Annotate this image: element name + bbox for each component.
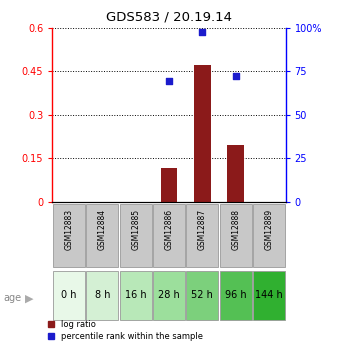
Point: [166, 78, 172, 83]
Text: 28 h: 28 h: [158, 290, 180, 300]
Bar: [186, 204, 218, 267]
Bar: [53, 204, 85, 267]
Text: 0 h: 0 h: [61, 290, 77, 300]
Text: 52 h: 52 h: [191, 290, 213, 300]
Point: [233, 73, 238, 79]
Text: GSM12889: GSM12889: [264, 209, 273, 250]
Bar: [87, 271, 118, 321]
Text: GDS583 / 20.19.14: GDS583 / 20.19.14: [106, 10, 232, 23]
Text: ▶: ▶: [25, 294, 33, 304]
Text: GSM12883: GSM12883: [65, 209, 74, 250]
Text: 144 h: 144 h: [255, 290, 283, 300]
Text: GSM12887: GSM12887: [198, 209, 207, 250]
Text: GSM12885: GSM12885: [131, 209, 140, 250]
Text: GSM12884: GSM12884: [98, 209, 107, 250]
Bar: [87, 204, 118, 267]
Bar: [120, 271, 152, 321]
Text: GSM12886: GSM12886: [165, 209, 173, 250]
Bar: [53, 271, 85, 321]
Bar: [253, 271, 285, 321]
Bar: [120, 204, 152, 267]
Text: 96 h: 96 h: [225, 290, 246, 300]
Text: age: age: [3, 294, 22, 303]
Bar: [227, 145, 244, 202]
Text: 16 h: 16 h: [125, 290, 146, 300]
Bar: [153, 204, 185, 267]
Legend: log ratio, percentile rank within the sample: log ratio, percentile rank within the sa…: [48, 321, 203, 341]
Text: 8 h: 8 h: [95, 290, 110, 300]
Bar: [153, 271, 185, 321]
Bar: [220, 204, 251, 267]
Bar: [220, 271, 251, 321]
Point: [200, 29, 205, 35]
Bar: [161, 168, 177, 202]
Text: GSM12888: GSM12888: [231, 209, 240, 250]
Bar: [194, 65, 211, 202]
Bar: [253, 204, 285, 267]
Bar: [186, 271, 218, 321]
